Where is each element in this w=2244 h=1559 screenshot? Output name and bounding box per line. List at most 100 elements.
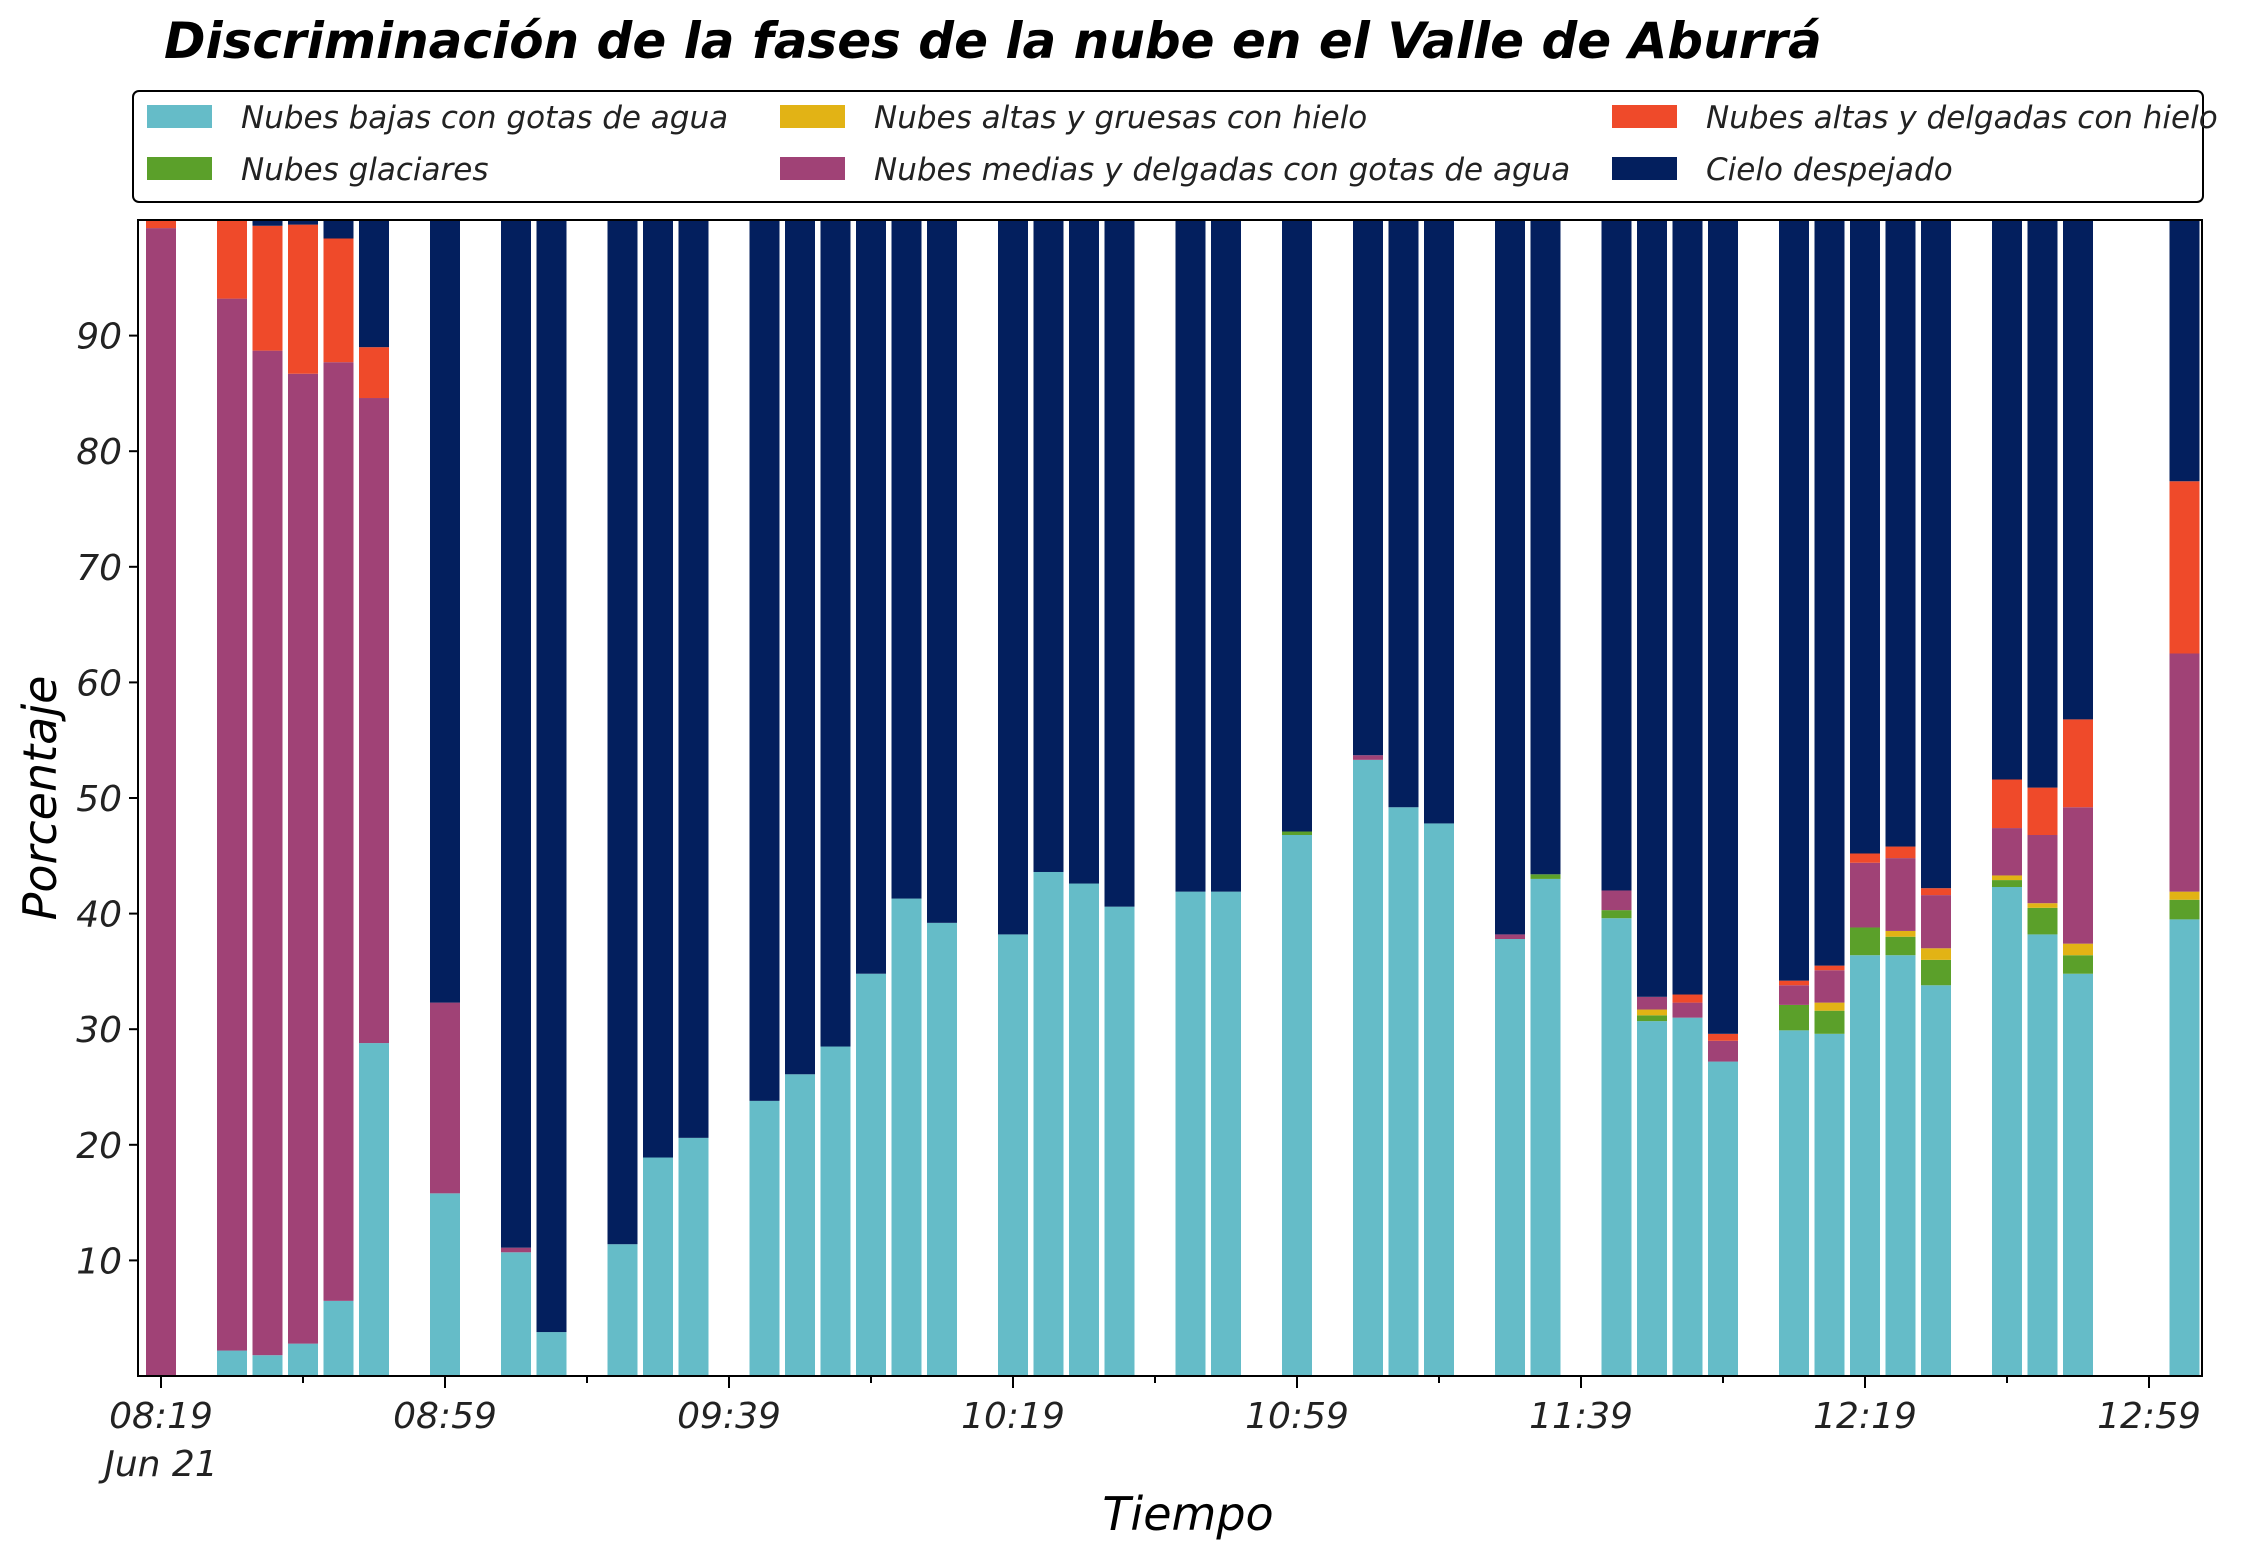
bar-segment-3-3 <box>288 373 318 1344</box>
bar-segment-25-3 <box>1353 755 1383 760</box>
bar-segment-37-5 <box>1885 220 1916 847</box>
bar-segment-28-5 <box>1495 220 1525 935</box>
bar-segment-13-5 <box>785 220 815 1075</box>
bar-segment-19-5 <box>1033 220 1064 872</box>
bar-segment-5-5 <box>359 220 389 348</box>
bar-segment-30-0 <box>1601 918 1632 1376</box>
bar-segment-17-5 <box>927 220 957 923</box>
bar-segment-41-3 <box>2063 807 2093 944</box>
bar-segment-37-0 <box>1885 955 1916 1376</box>
bar-segment-6-5 <box>430 220 460 1003</box>
x-tick-label-1: 08:59 <box>393 1396 497 1437</box>
bar-segment-32-5 <box>1672 220 1703 995</box>
bar-segment-12-0 <box>749 1100 780 1376</box>
bar-segment-16-0 <box>891 898 922 1376</box>
y-tick-label-8: 90 <box>76 317 122 358</box>
y-tick-label-6: 70 <box>76 548 122 589</box>
bar-segment-35-5 <box>1814 220 1845 966</box>
bar-segment-40-1 <box>2027 907 2058 935</box>
bar-segment-32-4 <box>1672 994 1703 1003</box>
bar-segment-39-5 <box>1992 220 2022 780</box>
bar-segment-28-0 <box>1495 939 1525 1376</box>
bar-segment-26-5 <box>1388 220 1419 808</box>
bar-segment-41-2 <box>2063 943 2093 956</box>
x-tick-label-4: 10:59 <box>1245 1396 1349 1437</box>
bar-segment-35-1 <box>1814 1010 1845 1034</box>
y-axis-label: Porcentaje <box>13 676 67 921</box>
bar-segment-36-4 <box>1850 853 1880 863</box>
bar-segment-32-3 <box>1672 1002 1703 1018</box>
bar-segment-16-5 <box>891 220 922 899</box>
legend-swatch-4 <box>1612 105 1677 128</box>
bar-segment-11-5 <box>678 220 709 1138</box>
bar-segment-11-0 <box>678 1137 709 1376</box>
bar-segment-42-3 <box>2169 653 2200 892</box>
legend-swatch-0 <box>147 105 212 128</box>
legend-label-2: Nubes altas y gruesas con hielo <box>874 100 1367 136</box>
bar-segment-31-2 <box>1637 1009 1667 1016</box>
bar-segment-1-3 <box>217 298 247 1351</box>
bar-segment-39-0 <box>1992 887 2022 1376</box>
x-tick-label-7: 12:59 <box>2097 1396 2201 1437</box>
bar-segment-18-0 <box>998 934 1028 1376</box>
x-axis: 08:19 Jun 21 08:59 09:39 10:19 10:59 11:39 12:1… <box>98 1376 2201 1485</box>
x-tick-label-5: 11:39 <box>1529 1396 1633 1437</box>
y-tick-label-3: 40 <box>76 895 122 936</box>
bar-segment-38-2 <box>1921 948 1951 960</box>
bar-segment-38-3 <box>1921 895 1951 949</box>
y-tick-label-5: 60 <box>76 663 122 704</box>
bar-segment-15-0 <box>856 973 886 1376</box>
bar-segment-30-3 <box>1601 890 1632 911</box>
legend: Nubes bajas con gotas de agua Nubes glaci… <box>132 90 2218 203</box>
bar-segment-10-5 <box>643 220 673 1158</box>
bar-segment-33-5 <box>1708 220 1738 1034</box>
bar-segment-39-1 <box>1992 880 2022 888</box>
x-tick-label-2: 09:39 <box>677 1396 781 1437</box>
bar-segment-37-3 <box>1885 858 1916 931</box>
bar-segment-41-5 <box>2063 220 2093 720</box>
bar-segment-0-3 <box>146 228 176 1377</box>
bar-segment-29-1 <box>1530 874 1561 879</box>
bar-segment-21-5 <box>1104 220 1135 907</box>
bar-segment-37-1 <box>1885 936 1916 956</box>
y-axis: 10 20 30 40 50 60 70 80 90 <box>76 317 138 1282</box>
bar-segment-42-1 <box>2169 899 2200 920</box>
bar-segment-38-4 <box>1921 888 1951 896</box>
bar-segment-28-3 <box>1495 934 1525 940</box>
bar-segment-35-4 <box>1814 965 1845 971</box>
bar-segment-10-0 <box>643 1157 673 1376</box>
bar-segment-40-5 <box>2027 220 2058 788</box>
y-tick-label-4: 50 <box>76 779 122 820</box>
bar-segment-15-5 <box>856 220 886 974</box>
bar-segment-24-0 <box>1282 834 1312 1376</box>
bar-segment-25-0 <box>1353 759 1383 1376</box>
bar-segment-34-3 <box>1779 985 1809 1005</box>
bar-segment-7-5 <box>501 220 531 1248</box>
bar-segment-18-5 <box>998 220 1028 935</box>
bar-segment-41-4 <box>2063 719 2093 808</box>
bar-segment-36-3 <box>1850 862 1880 928</box>
bar-segment-41-0 <box>2063 973 2093 1376</box>
bar-segment-13-0 <box>785 1074 815 1376</box>
bar-segment-37-4 <box>1885 846 1916 859</box>
bar-segment-7-3 <box>501 1247 531 1253</box>
bar-segment-29-0 <box>1530 878 1561 1376</box>
bar-segment-3-5 <box>288 220 318 225</box>
bar-segment-19-0 <box>1033 871 1064 1376</box>
bar-segment-25-5 <box>1353 220 1383 756</box>
bar-segment-12-5 <box>749 220 780 1101</box>
bar-segment-35-0 <box>1814 1033 1845 1376</box>
x-tick-label-3: 10:19 <box>961 1396 1065 1437</box>
bar-segment-2-3 <box>252 350 283 1356</box>
bar-segment-5-0 <box>359 1043 389 1376</box>
bar-segment-30-1 <box>1601 910 1632 919</box>
bar-segment-2-0 <box>252 1355 283 1376</box>
bar-segment-4-4 <box>323 238 354 363</box>
bar-segment-39-3 <box>1992 828 2022 876</box>
bar-segment-40-2 <box>2027 903 2058 908</box>
bar-segment-7-0 <box>501 1252 531 1376</box>
bar-segment-31-1 <box>1637 1015 1667 1022</box>
bar-segment-20-5 <box>1069 220 1099 884</box>
bar-segment-4-5 <box>323 220 354 239</box>
